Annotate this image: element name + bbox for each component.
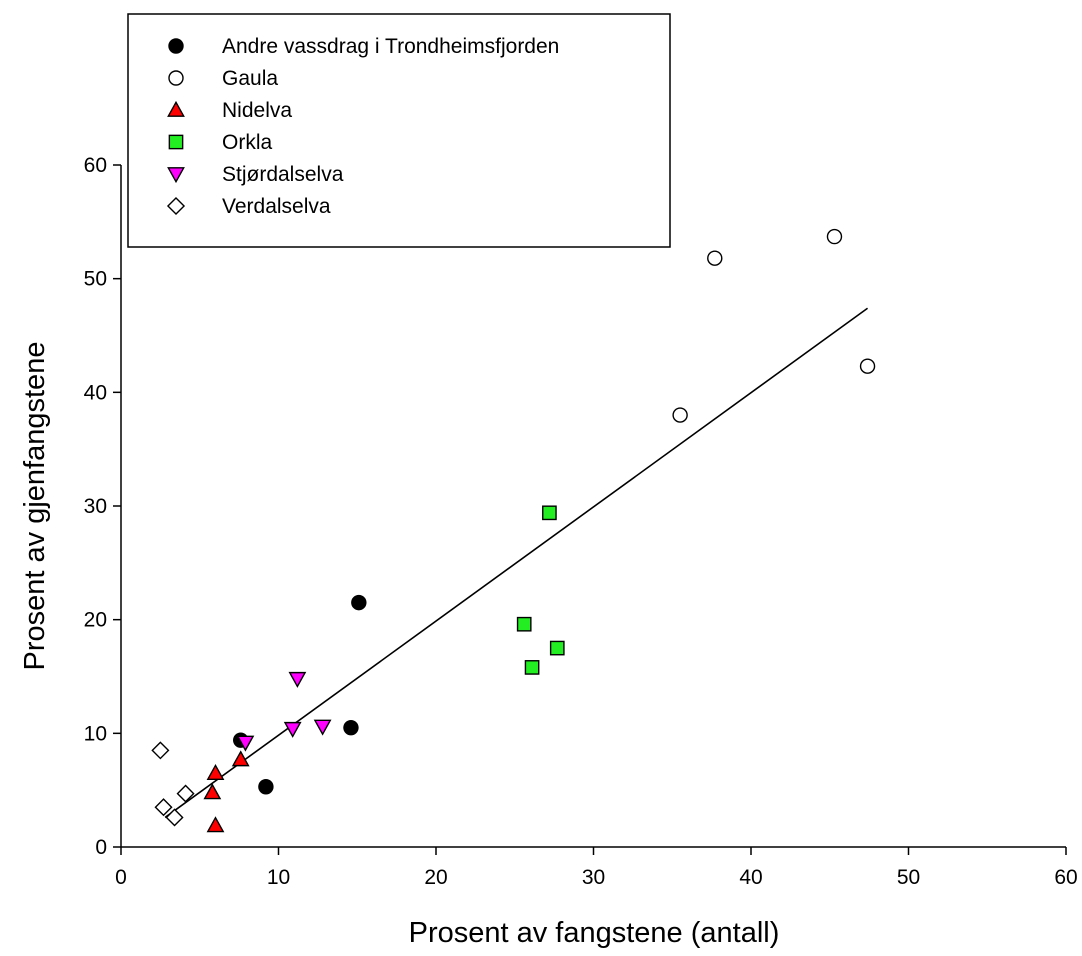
x-tick-label: 0 (115, 866, 127, 889)
y-tick-label: 20 (84, 609, 107, 632)
data-point (524, 660, 540, 675)
legend-marker (167, 100, 185, 117)
series-5 (151, 741, 195, 827)
data-point (258, 779, 274, 795)
x-tick-label: 40 (739, 866, 762, 889)
x-tick-label: 10 (267, 866, 290, 889)
x-tick-label: 50 (897, 866, 920, 889)
data-point (288, 671, 307, 688)
data-point (549, 640, 565, 656)
data-point (231, 750, 250, 767)
legend-label: Stjørdalselva (222, 163, 344, 186)
data-point (516, 616, 532, 632)
y-tick-label: 50 (84, 268, 107, 291)
y-axis-title: Prosent av gjenfangstene (19, 342, 51, 671)
regression-line (164, 307, 869, 819)
legend-marker (166, 196, 186, 216)
x-axis-ticks: 0 10 20 30 40 50 60 (115, 847, 1078, 889)
series-4 (236, 671, 332, 752)
data-point (826, 228, 843, 245)
series-0 (232, 594, 367, 795)
data-point (206, 763, 225, 780)
data-points (151, 228, 876, 833)
legend-marker (168, 70, 184, 86)
legend-marker (167, 167, 185, 184)
data-point (236, 735, 255, 752)
y-tick-label: 0 (95, 836, 107, 859)
data-point (203, 783, 222, 800)
legend-label: Andre vassdrag i Trondheimsfjorden (222, 35, 559, 58)
data-point (283, 721, 302, 738)
data-point (672, 407, 688, 423)
data-point (313, 719, 332, 736)
data-point (151, 741, 170, 760)
y-tick-label: 30 (84, 495, 107, 518)
data-point (542, 505, 557, 521)
x-axis-title: Prosent av fangstene (antall) (409, 917, 780, 949)
legend-label: Verdalselva (222, 195, 331, 218)
y-tick-label: 10 (84, 722, 107, 745)
legend-label: Gaula (222, 67, 278, 90)
x-tick-label: 60 (1054, 866, 1077, 889)
series-2 (203, 750, 250, 833)
legend-label: Nidelva (222, 99, 292, 122)
data-point (206, 816, 225, 833)
data-point (176, 784, 195, 803)
data-point (154, 798, 173, 817)
data-point (707, 250, 723, 266)
x-tick-label: 20 (424, 866, 447, 889)
data-point (165, 808, 184, 827)
data-point (859, 358, 876, 374)
series-3 (516, 505, 565, 675)
series-1 (672, 228, 876, 423)
legend: Andre vassdrag i Trondheimsfjorden Gaula N… (127, 13, 671, 248)
trendline-group (164, 307, 869, 819)
y-tick-label: 40 (84, 381, 107, 404)
legend-marker (168, 134, 184, 150)
data-point (343, 719, 359, 736)
y-axis-ticks: 0 10 20 30 40 50 60 (84, 154, 121, 859)
legend-label: Orkla (222, 131, 272, 154)
legend-box (127, 13, 671, 248)
legend-marker (168, 38, 184, 54)
y-tick-label: 60 (84, 154, 107, 177)
data-point (351, 594, 367, 611)
x-tick-label: 30 (582, 866, 605, 889)
